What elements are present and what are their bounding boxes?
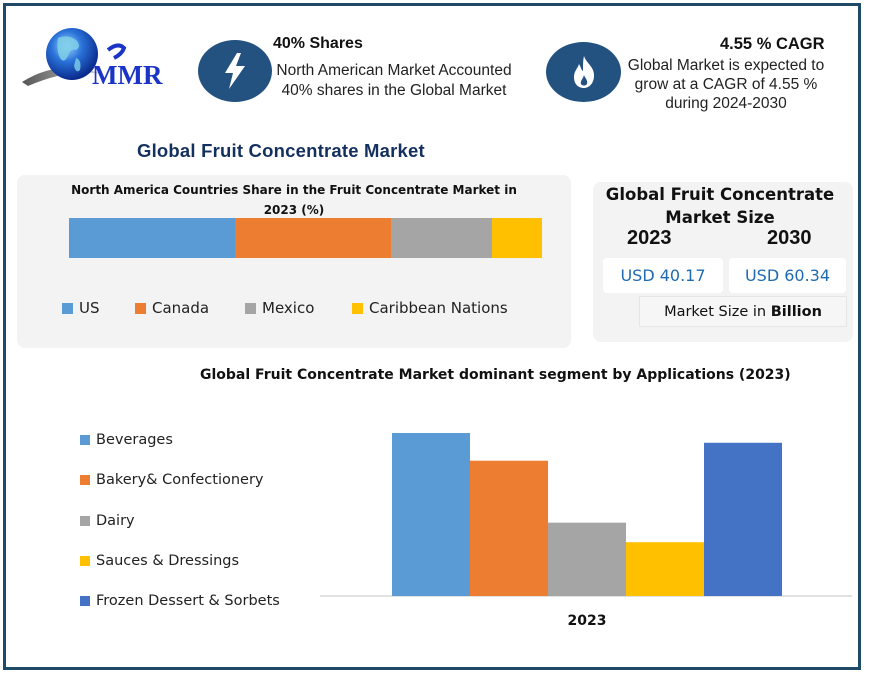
bar-dairy: [548, 522, 626, 596]
market-size-2030-value: USD 60.34: [729, 258, 846, 293]
market-size-unit: Market Size in Billion: [639, 296, 847, 327]
legend-swatch: [80, 435, 90, 445]
legend-swatch: [80, 516, 90, 526]
north-america-share-panel: North America Countries Share in the Fru…: [17, 175, 571, 348]
legend-label: Sauces & Dressings: [96, 553, 240, 569]
legend-label: Canada: [152, 299, 210, 317]
market-size-title-line1: Global Fruit Concentrate: [605, 185, 835, 204]
legend-item-dairy: Dairy: [80, 513, 135, 529]
logo-text: MMR: [92, 60, 163, 90]
legend-label: Bakery& Confectionery: [96, 472, 264, 488]
legend-swatch: [80, 475, 90, 485]
stat-cagr-text: Global Market is expected to grow at a C…: [620, 56, 832, 113]
market-size-2023-value: USD 40.17: [603, 258, 723, 293]
na-chart-title-line1: North America Countries Share in the Fru…: [71, 183, 517, 197]
bar-frozen-dessert-sorbets: [704, 442, 782, 596]
legend-label: Dairy: [96, 513, 135, 529]
market-size-title-line2: Market Size: [665, 208, 775, 227]
legend-swatch: [135, 302, 146, 314]
globe-logo-icon: MMR: [22, 28, 163, 90]
applications-chart-title: Global Fruit Concentrate Market dominant…: [200, 367, 791, 383]
flame-icon-badge: [546, 42, 621, 102]
legend-swatch: [245, 302, 256, 314]
lightning-icon-badge: [198, 40, 272, 102]
stat-shares-text: North American Market Accounted 40% shar…: [266, 61, 522, 101]
market-size-card: Global Fruit Concentrate Market Size 202…: [593, 182, 853, 342]
legend-label: Mexico: [262, 299, 315, 317]
legend-label: Beverages: [96, 432, 173, 448]
legend-item-sauces: Sauces & Dressings: [80, 553, 239, 569]
na-chart-title-line2: 2023 (%): [263, 203, 325, 217]
stat-shares-line1: North American Market Accounted: [276, 62, 512, 79]
legend-item-beverages: Beverages: [80, 432, 173, 448]
legend-swatch: [80, 596, 90, 606]
legend-item-bakery: Bakery& Confectionery: [80, 472, 264, 488]
legend-label: Caribbean Nations: [369, 299, 508, 317]
flame-icon: [573, 56, 594, 88]
x-axis-label: 2023: [568, 613, 607, 629]
bar-beverages: [392, 433, 470, 596]
applications-bar-chart: 2023: [320, 433, 852, 629]
stat-cagr-line3: during 2024-2030: [665, 95, 787, 112]
stacked-segment-caribbean-nations: [492, 218, 542, 258]
na-chart-title: North America Countries Share in the Fru…: [17, 180, 571, 220]
na-stacked-bar: [69, 218, 542, 258]
stacked-segment-mexico: [390, 218, 493, 258]
infographic-frame: [3, 3, 861, 670]
stat-cagr-line1: Global Market is expected to: [627, 57, 825, 74]
bar-sauces-dressings: [626, 542, 704, 596]
stat-cagr-line2: grow at a CAGR of 4.55 %: [634, 76, 818, 93]
market-size-title: Global Fruit Concentrate Market Size: [593, 183, 847, 229]
legend-item-frozen: Frozen Dessert & Sorbets: [80, 593, 280, 609]
legend-label: Frozen Dessert & Sorbets: [96, 593, 280, 609]
na-legend: US Canada Mexico Caribbean Nations: [62, 299, 562, 321]
unit-prefix: Market Size in: [664, 303, 771, 320]
legend-swatch: [80, 556, 90, 566]
page-title: Global Fruit Concentrate Market: [137, 140, 425, 161]
legend-item-mexico: Mexico: [245, 299, 314, 317]
legend-item-caribbean: Caribbean Nations: [352, 299, 508, 317]
legend-label: US: [79, 299, 100, 317]
mmr-logo: MMR: [20, 24, 180, 96]
year-2023: 2023: [627, 227, 672, 249]
year-2030: 2030: [767, 227, 812, 249]
stacked-segment-us: [69, 218, 235, 258]
lightning-icon: [225, 53, 245, 89]
bar-bakery-confectionery: [470, 460, 548, 596]
legend-swatch: [352, 302, 363, 314]
legend-swatch: [62, 302, 73, 314]
stat-shares-line2: 40% shares in the Global Market: [281, 82, 507, 99]
unit-bold: Billion: [770, 303, 822, 320]
stat-cagr-title: 4.55 % CAGR: [720, 35, 825, 53]
stat-shares-title: 40% Shares: [273, 35, 363, 52]
legend-item-canada: Canada: [135, 299, 209, 317]
stacked-segment-canada: [234, 218, 391, 258]
legend-item-us: US: [62, 299, 100, 317]
